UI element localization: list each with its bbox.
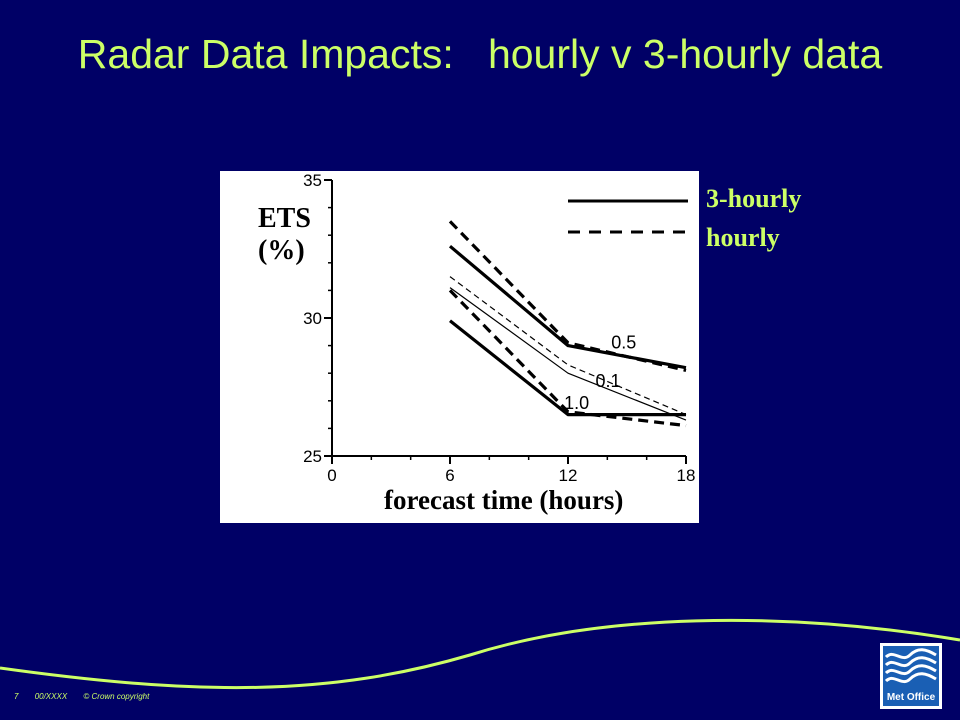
series-line-0-1-3-hourly: [449, 287, 687, 421]
x-axis-label: forecast time (hours): [384, 485, 623, 515]
y-tick-label: 35: [303, 171, 322, 190]
footer-swoosh: [0, 618, 960, 690]
chart-series: [448, 220, 687, 428]
chart-annotations: 0.5 0.1 1.0: [564, 332, 636, 413]
x-tick-label: 12: [559, 466, 578, 485]
legend-line-dashed: [568, 230, 688, 234]
document-ref: 00/XXXX: [34, 692, 68, 701]
y-tick-label: 25: [303, 447, 322, 466]
y-axis-label-line: (%): [258, 235, 305, 266]
series-annotation-label: 1.0: [564, 393, 589, 413]
legend-label-hourly: hourly: [706, 223, 780, 252]
copyright-notice: © Crown copyright: [83, 692, 150, 701]
x-tick-label: 6: [445, 466, 454, 485]
series-line-0-5-hourly: [448, 220, 687, 372]
series-line-1-0-hourly: [448, 289, 687, 428]
legend-label-3-hourly: 3-hourly: [706, 184, 802, 213]
y-tick-label: 30: [303, 309, 322, 328]
met-office-logo: Met Office: [880, 643, 942, 709]
ets-line-chart: ETS(%) 25 30 35 0 6 12 18 0.5 0.1 1.0 forecast t…: [258, 171, 695, 515]
chart-ticks: 25 30 35 0 6 12 18: [303, 171, 695, 485]
series-annotation-label: 0.1: [596, 371, 621, 391]
met-office-logo-icon: Met Office: [880, 643, 942, 709]
series-line-0-1-hourly: [449, 276, 687, 416]
legend-line-solid: [568, 199, 688, 203]
series-annotation-label: 0.5: [611, 332, 636, 352]
logo-text: Met Office: [887, 692, 936, 703]
page-number: 7: [14, 692, 19, 701]
x-tick-label: 0: [327, 466, 336, 485]
series-line-1-0-3-hourly: [449, 319, 686, 417]
y-axis-label: ETS(%): [258, 203, 311, 266]
slide-title: Radar Data Impacts: hourly v 3-hourly da…: [77, 31, 883, 77]
x-tick-label: 18: [677, 466, 696, 485]
footer: 7 00/XXXX © Crown copyright: [14, 692, 163, 701]
chart-panel: ETS (%) 25 30 35 0 6 12 18 0.5 0.1 1.0 forecast t…: [220, 171, 699, 523]
y-axis-label-line: ETS: [258, 203, 311, 234]
